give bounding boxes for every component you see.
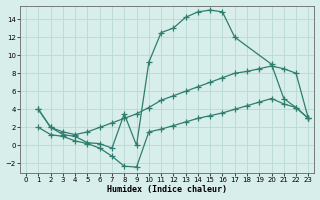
X-axis label: Humidex (Indice chaleur): Humidex (Indice chaleur) [107,185,227,194]
